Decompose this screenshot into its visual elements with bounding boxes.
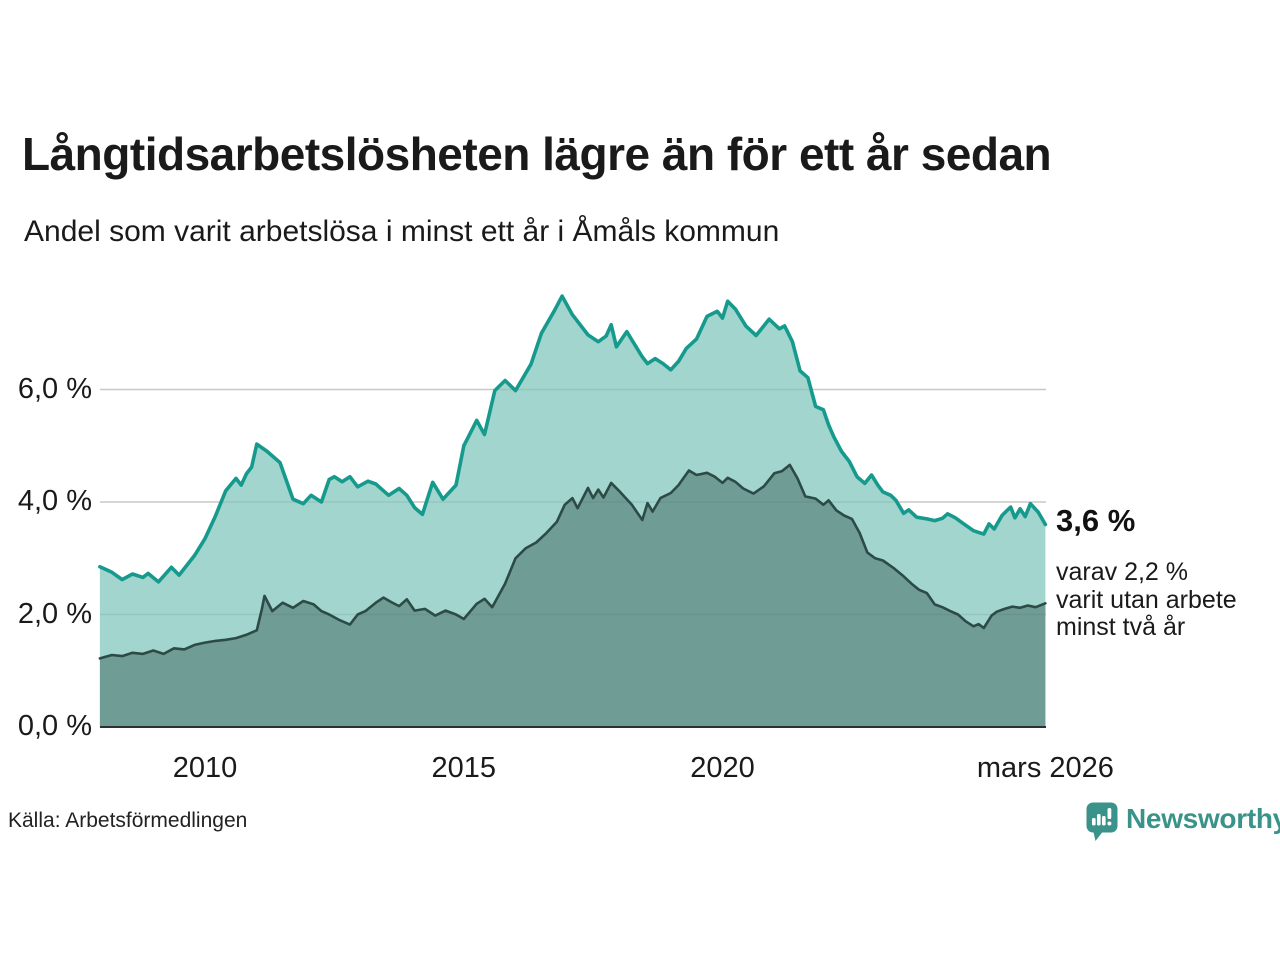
latest-value-annotation: 3,6 % [1056,503,1136,538]
x-tick-label: 2010 [172,752,238,784]
note-line: minst två år [1056,613,1186,641]
page-title: Långtidsarbetslösheten lägre än för ett … [22,128,1052,180]
x-tick-label: mars 2026 [976,752,1114,784]
two-year-note-annotation: varav 2,2 % varit utan arbete minst två … [1056,558,1237,642]
y-tick-label: 6,0 % [17,372,92,405]
newsworthy-logo: Newsworthy [1086,802,1280,842]
y-tick-label: 4,0 % [17,485,92,517]
note-line: varit utan arbete [1056,585,1237,614]
x-tick-label: 2015 [431,752,497,784]
source-text: Källa: Arbetsförmedlingen [8,809,248,832]
y-tick-label: 2,0 % [17,597,92,630]
bar-chart-bubble-icon [1086,802,1118,841]
newsworthy-logo-text: Newsworthy [1126,803,1280,834]
note-line: varav 2,2 % [1056,558,1189,586]
y-tick-label: 0,0 % [17,710,92,742]
x-tick-label: 2020 [690,752,755,784]
chart-subtitle: Andel som varit arbetslösa i minst ett å… [24,215,780,248]
